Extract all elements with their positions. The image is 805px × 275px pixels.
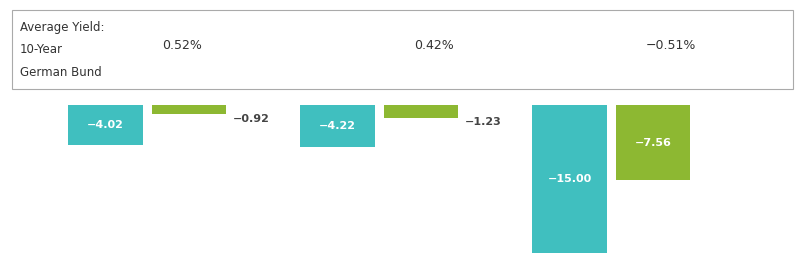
Bar <box>616 106 690 180</box>
Bar <box>300 106 374 147</box>
Text: −0.92: −0.92 <box>233 114 270 124</box>
Bar <box>384 106 458 117</box>
Text: German Bund: German Bund <box>20 66 101 79</box>
Text: 0.42%: 0.42% <box>415 39 454 52</box>
Text: −0.51%: −0.51% <box>646 39 696 52</box>
Text: −4.02: −4.02 <box>87 120 124 130</box>
Text: −7.56: −7.56 <box>634 138 671 148</box>
Text: −15.00: −15.00 <box>547 174 592 184</box>
Text: 0.52%: 0.52% <box>162 39 201 52</box>
Text: 10-Year: 10-Year <box>20 43 63 56</box>
Bar <box>532 106 607 253</box>
Bar <box>68 106 142 145</box>
Bar <box>152 106 226 114</box>
Text: −4.22: −4.22 <box>319 121 356 131</box>
Text: Average Yield:: Average Yield: <box>20 21 105 34</box>
Text: −1.23: −1.23 <box>465 117 502 127</box>
